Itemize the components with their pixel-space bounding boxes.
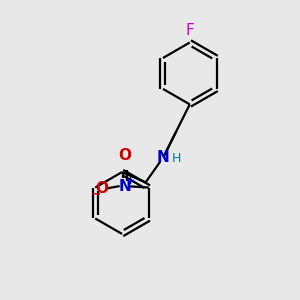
Text: H: H	[172, 152, 182, 165]
Text: O: O	[95, 181, 108, 196]
Text: N: N	[157, 150, 169, 165]
Text: O: O	[118, 148, 131, 164]
Text: N: N	[118, 178, 131, 194]
Text: F: F	[185, 23, 194, 38]
Text: +: +	[126, 176, 135, 186]
Text: −: −	[91, 187, 101, 200]
